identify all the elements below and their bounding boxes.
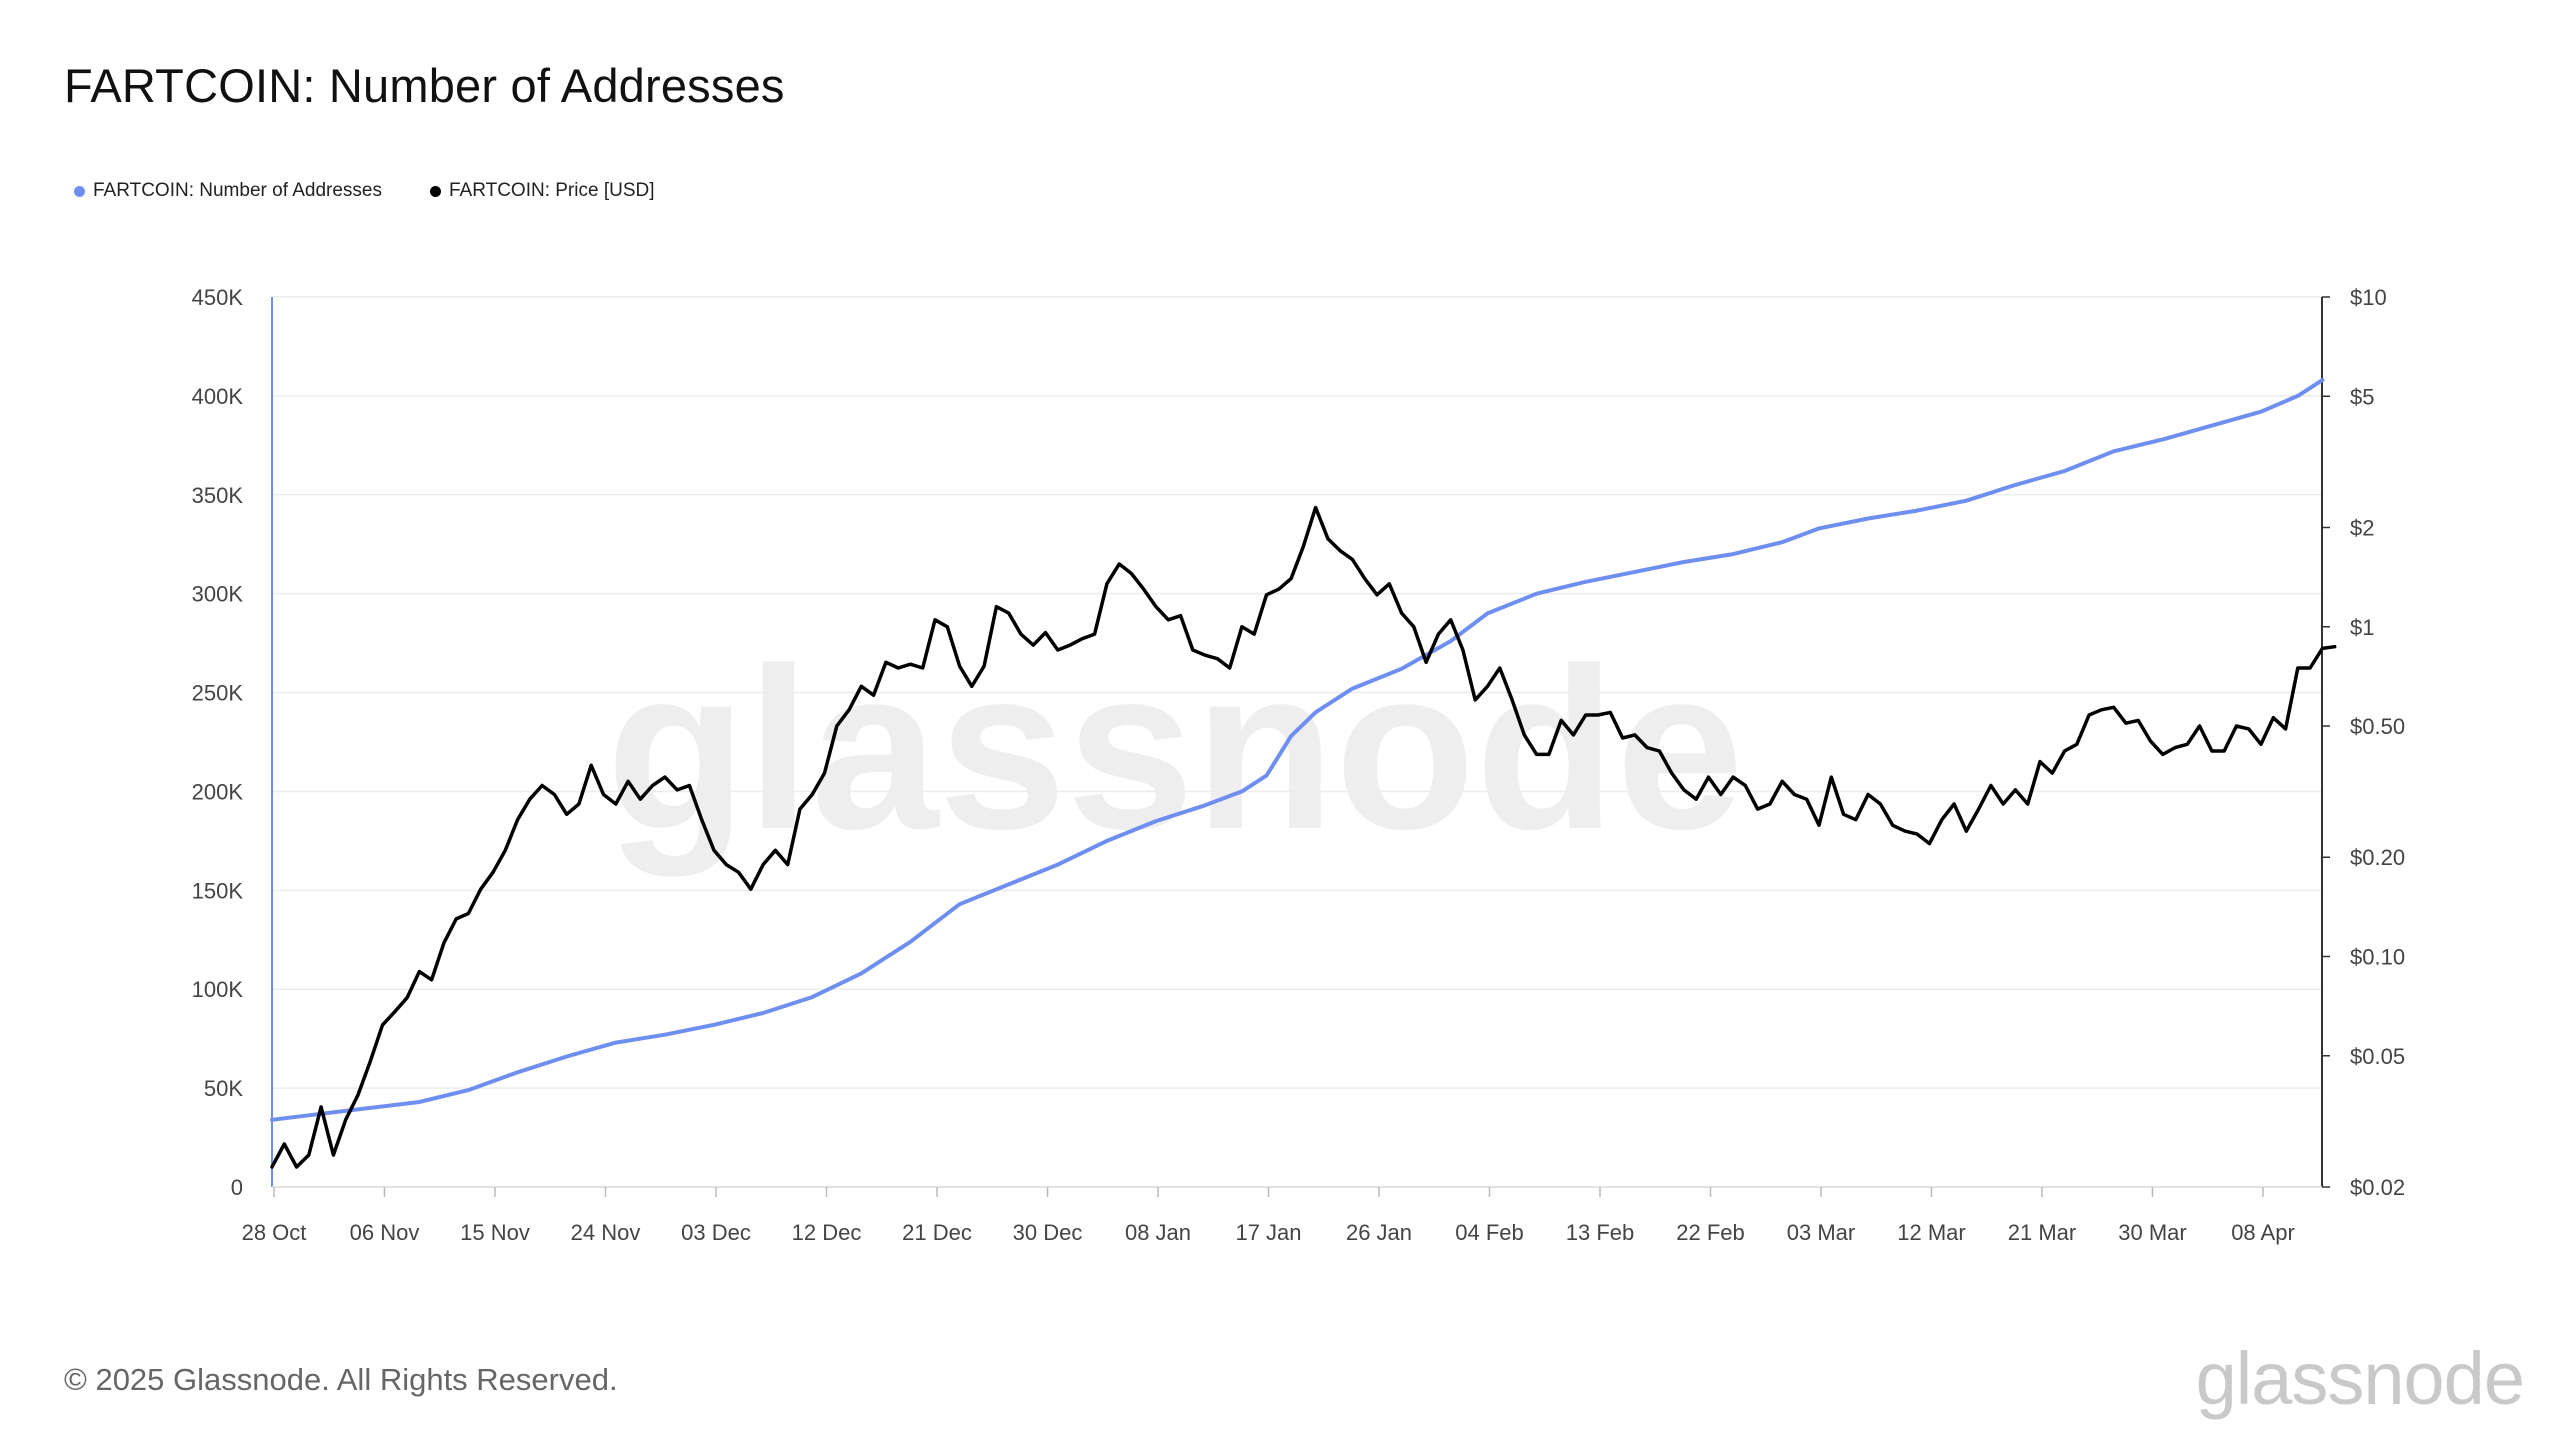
- left-tick-label: 450K: [192, 285, 244, 310]
- grid-lines: [272, 296, 2322, 1188]
- right-tick-label: $0.50: [2350, 714, 2405, 739]
- left-tick-label: 300K: [192, 582, 244, 607]
- x-tick-label: 24 Nov: [571, 1220, 641, 1245]
- right-axis-ticks: $0.02 $0.05 $0.10 $0.20 $0.50 $1 $2 $5 $10: [2322, 285, 2405, 1200]
- x-tick-label: 08 Apr: [2231, 1220, 2295, 1245]
- legend-dot-price: [429, 185, 441, 197]
- x-tick-label: 22 Feb: [1676, 1220, 1745, 1245]
- right-tick-label: $10: [2350, 285, 2387, 310]
- right-tick-label: $0.02: [2350, 1175, 2405, 1200]
- x-tick-label: 06 Nov: [350, 1220, 420, 1245]
- x-tick-label: 13 Feb: [1566, 1220, 1635, 1245]
- left-axis-ticks: 0 50K 100K 150K 200K 250K 300K 350K 400K 450K: [192, 285, 244, 1200]
- series-line-price: [270, 505, 2337, 1169]
- x-tick-label: 08 Jan: [1125, 1220, 1191, 1245]
- x-tick-label: 12 Dec: [792, 1220, 862, 1245]
- x-tick-label: 26 Jan: [1346, 1220, 1412, 1245]
- legend-label-addresses: FARTCOIN: Number of Addresses: [93, 180, 382, 201]
- copyright-footer: © 2025 Glassnode. All Rights Reserved.: [64, 1362, 618, 1397]
- left-tick-label: 150K: [192, 878, 244, 903]
- left-tick-label: 250K: [192, 681, 244, 706]
- x-tick-label: 28 Oct: [242, 1220, 307, 1245]
- glassnode-logo: glassnode: [2195, 1337, 2525, 1420]
- chart-title: FARTCOIN: Number of Addresses: [64, 59, 785, 112]
- x-tick-label: 21 Dec: [902, 1220, 972, 1245]
- left-tick-label: 100K: [192, 977, 244, 1002]
- right-tick-label: $5: [2350, 384, 2374, 409]
- x-axis-ticks: 28 Oct 06 Nov 15 Nov 24 Nov 03 Dec 12 Dec 21 D…: [242, 1187, 2295, 1245]
- x-tick-label: 04 Feb: [1455, 1220, 1524, 1245]
- x-tick-label: 30 Dec: [1013, 1220, 1083, 1245]
- legend-dot-addresses: [74, 185, 85, 197]
- x-tick-label: 15 Nov: [460, 1220, 530, 1245]
- x-tick-label: 12 Mar: [1897, 1220, 1965, 1245]
- series-layer: [270, 378, 2337, 1169]
- legend-label-price: FARTCOIN: Price [USD]: [448, 180, 655, 201]
- axes: [271, 297, 2323, 1188]
- x-tick-label: 30 Mar: [2118, 1220, 2186, 1245]
- x-tick-label: 03 Dec: [681, 1220, 751, 1245]
- left-tick-label: 50K: [204, 1076, 243, 1101]
- legend-item-addresses[interactable]: FARTCOIN: Number of Addresses: [74, 180, 382, 202]
- right-tick-label: $0.05: [2350, 1044, 2405, 1069]
- x-tick-label: 17 Jan: [1235, 1220, 1301, 1245]
- right-tick-label: $2: [2350, 515, 2374, 540]
- series-line-addresses: [270, 378, 2325, 1122]
- legend-item-price[interactable]: FARTCOIN: Price [USD]: [429, 180, 655, 202]
- right-tick-label: $0.10: [2350, 945, 2405, 970]
- right-tick-label: $1: [2350, 615, 2374, 640]
- watermark-text: glassnode: [606, 620, 1744, 877]
- x-tick-label: 03 Mar: [1787, 1220, 1855, 1245]
- left-tick-label: 200K: [192, 779, 244, 804]
- x-tick-label: 21 Mar: [2008, 1220, 2076, 1245]
- left-tick-label: 0: [231, 1175, 243, 1200]
- right-tick-label: $0.20: [2350, 845, 2405, 870]
- left-tick-label: 400K: [192, 384, 244, 409]
- left-tick-label: 350K: [192, 483, 244, 508]
- chart-legend: FARTCOIN: Number of Addresses FARTCOIN: …: [74, 180, 655, 202]
